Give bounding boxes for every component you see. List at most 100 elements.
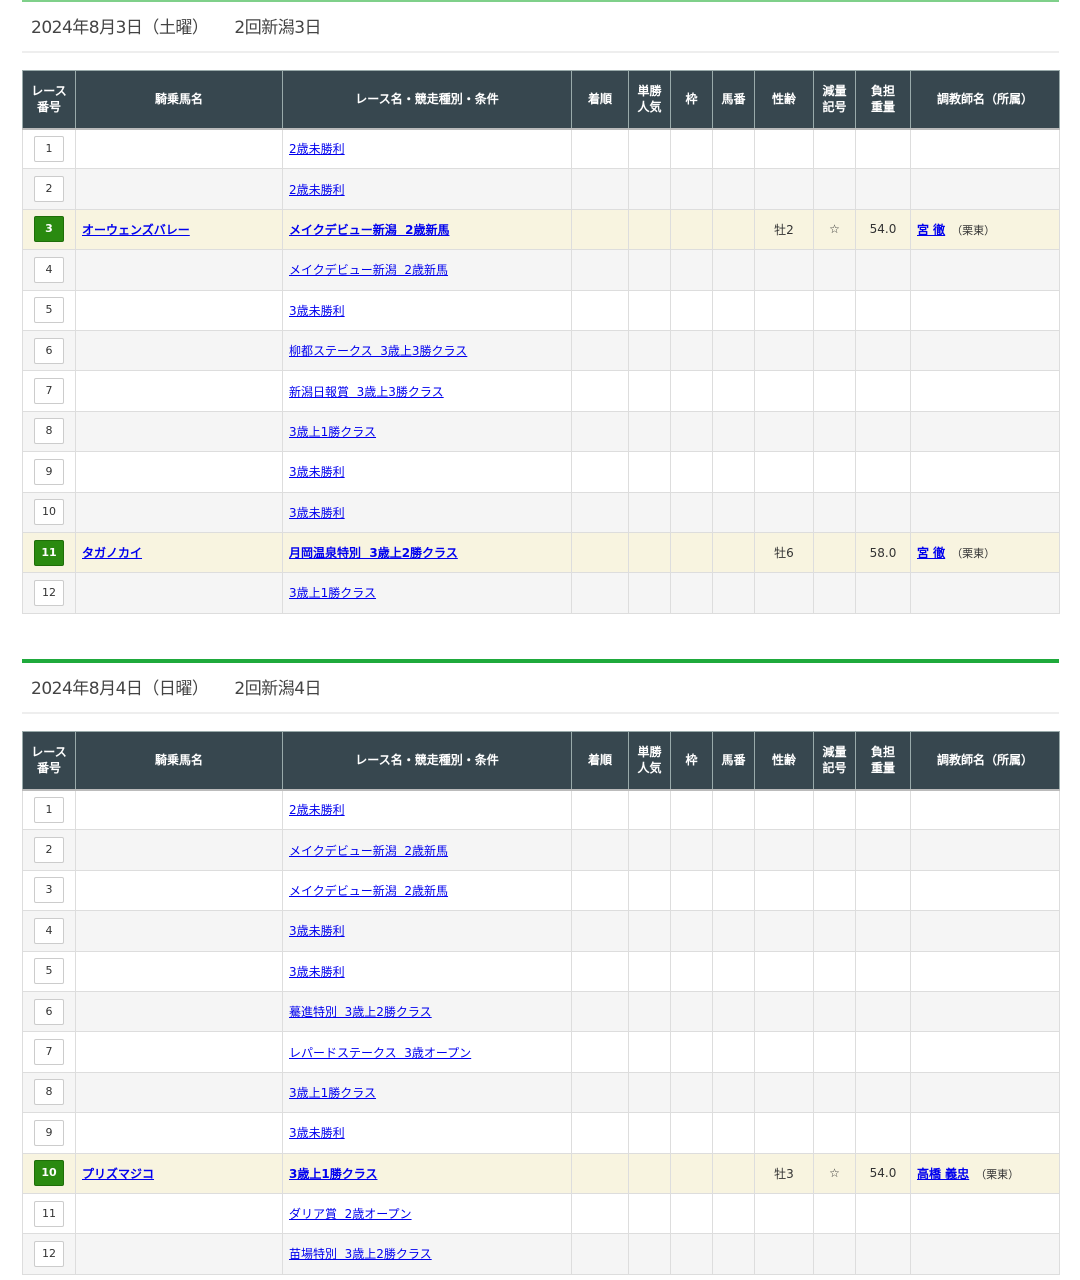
race-link[interactable]: メイクデビュー新潟 2歳新馬 — [289, 843, 449, 858]
meeting: 2回新潟4日 — [234, 679, 322, 699]
race-link[interactable]: 2歳未勝利 — [289, 182, 345, 197]
race-link[interactable]: 3歳上1勝クラス — [289, 586, 377, 601]
horse-cell — [75, 1192, 283, 1235]
race-number-button[interactable]: 7 — [34, 1039, 64, 1066]
carried-weight-cell — [855, 1112, 911, 1154]
race-link[interactable]: レパードステークス 3歳オープン — [289, 1045, 472, 1060]
horse-cell: タガノカイ — [75, 531, 283, 574]
finish-cell — [571, 410, 629, 453]
trainer-cell — [910, 1233, 1060, 1275]
popularity-cell — [628, 531, 671, 574]
race-number-button[interactable]: 10 — [34, 499, 64, 526]
race-link[interactable]: 3歳未勝利 — [289, 505, 345, 520]
race-number-cell: 6 — [22, 329, 76, 372]
race-number-button[interactable]: 10 — [34, 1160, 64, 1187]
race-link[interactable]: 3歳未勝利 — [289, 303, 345, 318]
race-number-button[interactable]: 9 — [34, 1119, 64, 1146]
horse-cell — [75, 491, 283, 533]
race-link[interactable]: 月岡温泉特別 3歳上2勝クラス — [289, 546, 458, 561]
frame-cell — [670, 249, 713, 291]
race-number-button[interactable]: 11 — [34, 1200, 64, 1227]
race-number-cell: 7 — [22, 1031, 76, 1073]
race-number-button[interactable]: 7 — [34, 378, 64, 405]
column-header: レース 番号 — [22, 731, 76, 791]
race-link[interactable]: 苗場特別 3歳上2勝クラス — [289, 1247, 432, 1262]
column-header: 調教師名（所属） — [910, 731, 1060, 791]
race-cell: 3歳上1勝クラス — [282, 410, 572, 453]
race-number-cell: 10 — [22, 1152, 76, 1194]
race-link[interactable]: 3歳上1勝クラス — [289, 1166, 378, 1181]
weight-reduction-mark — [813, 990, 856, 1033]
race-link[interactable]: メイクデビュー新潟 2歳新馬 — [289, 222, 450, 237]
weight-reduction-mark: ☆ — [813, 208, 856, 251]
horse-link[interactable]: タガノカイ — [82, 546, 143, 561]
trainer-cell — [910, 127, 1060, 170]
race-link[interactable]: 2歳未勝利 — [289, 142, 345, 157]
race-number-button[interactable]: 12 — [34, 579, 64, 606]
weight-reduction-mark — [813, 289, 856, 331]
carried-weight-cell — [855, 829, 911, 871]
carried-weight-cell — [855, 990, 911, 1033]
frame-cell — [670, 950, 713, 992]
trainer-link[interactable]: 高橋 義忠 — [917, 1166, 970, 1181]
race-number-button[interactable]: 1 — [34, 796, 64, 823]
race-number-button[interactable]: 4 — [34, 917, 64, 944]
weight-reduction-mark — [813, 329, 856, 372]
race-number-button[interactable]: 2 — [34, 837, 64, 864]
race-row: 5 3歳未勝利 — [22, 950, 1060, 992]
finish-cell — [571, 950, 629, 992]
frame-cell — [670, 1233, 713, 1275]
horse-link[interactable]: プリズマジコ — [82, 1166, 155, 1181]
race-number-button[interactable]: 6 — [34, 337, 64, 364]
race-link[interactable]: 驀進特別 3歳上2勝クラス — [289, 1005, 432, 1020]
horse-link[interactable]: オーウェンズバレー — [82, 222, 190, 237]
race-cell: メイクデビュー新潟 2歳新馬 — [282, 208, 572, 251]
race-number-button[interactable]: 3 — [34, 877, 64, 904]
race-number-button[interactable]: 1 — [34, 135, 64, 162]
race-cell: 2歳未勝利 — [282, 127, 572, 170]
horse-cell: プリズマジコ — [75, 1152, 283, 1194]
race-link[interactable]: ダリア賞 2歳オープン — [289, 1207, 412, 1222]
horse-cell — [75, 329, 283, 372]
race-number-button[interactable]: 12 — [34, 1240, 64, 1267]
weight-reduction-mark — [813, 950, 856, 992]
trainer-link[interactable]: 宮 徹 — [917, 222, 946, 237]
race-link[interactable]: 3歳未勝利 — [289, 924, 345, 939]
weight-reduction-mark — [813, 410, 856, 453]
race-number-cell: 2 — [22, 829, 76, 871]
trainer-cell — [910, 869, 1060, 912]
popularity-cell — [628, 1233, 671, 1275]
race-link[interactable]: 新潟日報賞 3歳上3勝クラス — [289, 384, 444, 399]
race-number-button[interactable]: 3 — [34, 216, 64, 243]
popularity-cell — [628, 990, 671, 1033]
race-number-button[interactable]: 11 — [34, 539, 64, 566]
race-link[interactable]: 3歳未勝利 — [289, 964, 345, 979]
trainer-link[interactable]: 宮 徹 — [917, 546, 946, 561]
race-link[interactable]: メイクデビュー新潟 2歳新馬 — [289, 883, 449, 898]
race-cell: 月岡温泉特別 3歳上2勝クラス — [282, 531, 572, 574]
race-number-button[interactable]: 8 — [34, 1079, 64, 1106]
race-row: 1 2歳未勝利 — [22, 127, 1060, 170]
horse-cell — [75, 370, 283, 412]
race-link[interactable]: メイクデビュー新潟 2歳新馬 — [289, 263, 449, 278]
race-link[interactable]: 柳都ステークス 3歳上3勝クラス — [289, 344, 468, 359]
race-number-button[interactable]: 4 — [34, 256, 64, 283]
race-number-button[interactable]: 8 — [34, 418, 64, 445]
race-cell: 3歳未勝利 — [282, 950, 572, 992]
race-link[interactable]: 2歳未勝利 — [289, 803, 345, 818]
finish-cell — [571, 127, 629, 170]
race-link[interactable]: 3歳未勝利 — [289, 465, 345, 480]
popularity-cell — [628, 572, 671, 614]
race-number-button[interactable]: 6 — [34, 998, 64, 1025]
race-number-button[interactable]: 2 — [34, 176, 64, 203]
race-link[interactable]: 3歳上1勝クラス — [289, 1085, 377, 1100]
race-number-button[interactable]: 5 — [34, 958, 64, 985]
finish-cell — [571, 572, 629, 614]
weight-reduction-mark — [813, 531, 856, 574]
frame-cell — [670, 329, 713, 372]
race-link[interactable]: 3歳上1勝クラス — [289, 424, 377, 439]
race-number-button[interactable]: 5 — [34, 297, 64, 324]
frame-cell — [670, 370, 713, 412]
race-number-button[interactable]: 9 — [34, 458, 64, 485]
race-link[interactable]: 3歳未勝利 — [289, 1126, 345, 1141]
